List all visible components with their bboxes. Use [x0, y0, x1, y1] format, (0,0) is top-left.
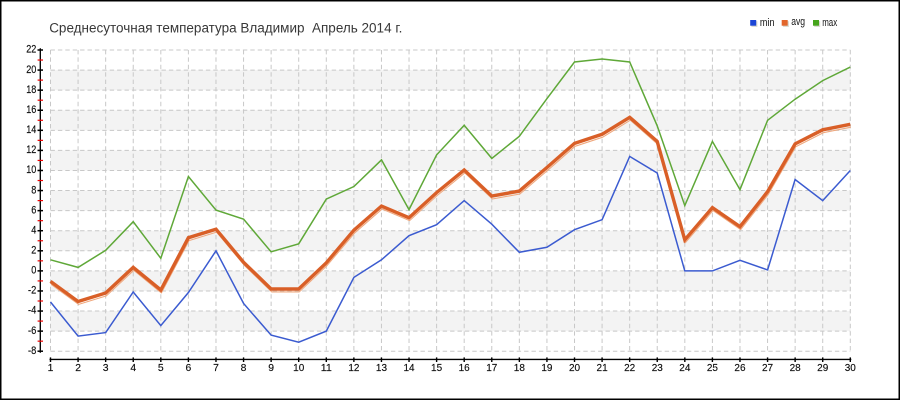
svg-text:6: 6 — [31, 204, 36, 216]
svg-text:20: 20 — [26, 64, 36, 76]
svg-text:-8: -8 — [28, 345, 36, 357]
svg-text:28: 28 — [790, 363, 801, 374]
svg-text:19: 19 — [541, 363, 552, 374]
svg-text:3: 3 — [103, 363, 109, 374]
svg-text:12: 12 — [26, 144, 36, 156]
svg-text:2: 2 — [75, 363, 81, 374]
svg-text:16: 16 — [26, 104, 36, 116]
svg-text:22: 22 — [26, 44, 36, 56]
svg-text:2: 2 — [31, 245, 36, 257]
svg-text:10: 10 — [293, 363, 304, 374]
svg-text:min: min — [760, 17, 775, 29]
svg-text:Среднесуточная температура Вла: Среднесуточная температура Владимир Апре… — [49, 21, 402, 36]
svg-text:21: 21 — [597, 363, 608, 374]
svg-text:27: 27 — [762, 363, 773, 374]
svg-text:9: 9 — [268, 363, 274, 374]
svg-text:22: 22 — [624, 363, 635, 374]
svg-text:30: 30 — [845, 363, 856, 374]
svg-text:25: 25 — [707, 363, 718, 374]
svg-text:13: 13 — [376, 363, 387, 374]
svg-text:17: 17 — [486, 363, 497, 374]
svg-text:12: 12 — [348, 363, 359, 374]
svg-text:14: 14 — [26, 124, 36, 136]
svg-text:-2: -2 — [28, 285, 36, 297]
svg-text:11: 11 — [321, 363, 332, 374]
svg-text:8: 8 — [241, 363, 247, 374]
svg-text:8: 8 — [31, 184, 36, 196]
svg-text:10: 10 — [26, 164, 36, 176]
svg-text:0: 0 — [31, 265, 36, 277]
svg-text:-6: -6 — [28, 325, 36, 337]
svg-text:7: 7 — [213, 363, 219, 374]
svg-text:16: 16 — [459, 363, 470, 374]
svg-text:max: max — [822, 17, 838, 29]
svg-text:15: 15 — [431, 363, 442, 374]
svg-text:18: 18 — [26, 84, 36, 96]
svg-text:-4: -4 — [28, 305, 36, 317]
svg-text:23: 23 — [652, 363, 663, 374]
svg-text:29: 29 — [817, 363, 828, 374]
svg-text:24: 24 — [679, 363, 690, 374]
svg-text:4: 4 — [130, 363, 136, 374]
svg-text:avg: avg — [791, 16, 805, 28]
svg-text:20: 20 — [569, 363, 580, 374]
svg-text:18: 18 — [514, 363, 525, 374]
svg-text:26: 26 — [734, 363, 745, 374]
svg-text:5: 5 — [158, 363, 164, 374]
svg-text:14: 14 — [403, 363, 414, 374]
svg-text:4: 4 — [31, 224, 36, 236]
svg-text:6: 6 — [186, 363, 192, 374]
svg-text:1: 1 — [48, 363, 54, 374]
